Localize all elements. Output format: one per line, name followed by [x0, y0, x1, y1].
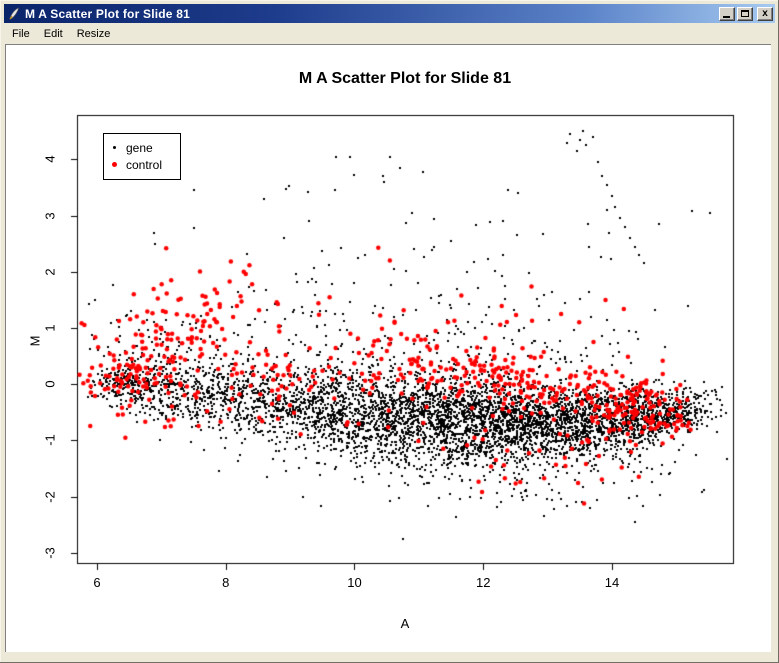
plot-title: M A Scatter Plot for Slide 81 [298, 70, 512, 87]
close-button[interactable]: x [757, 6, 773, 21]
y-tick-label: -3 [42, 547, 58, 559]
minimize-button[interactable] [719, 6, 735, 21]
minimize-icon [723, 15, 730, 18]
y-tick-label: -2 [42, 490, 58, 503]
quill-feather-icon [9, 6, 19, 19]
y-tick-label: 0 [42, 380, 58, 388]
y-tick-label: 1 [42, 324, 58, 332]
legend-label-gene: gene [126, 140, 153, 155]
x-tick-label: 10 [347, 575, 362, 590]
y-tick-label: -1 [42, 434, 58, 447]
y-tick-label: 2 [42, 268, 58, 276]
y-tick-label: 3 [42, 211, 58, 220]
x-tick-label: 14 [604, 575, 620, 590]
menu-edit[interactable]: Edit [43, 27, 63, 40]
maximize-icon [741, 10, 749, 17]
close-icon: x [762, 7, 768, 19]
y-axis-label: M [27, 335, 43, 347]
x-tick-label: 6 [93, 575, 101, 590]
legend-box: gene control [103, 133, 181, 180]
legend-marker-control [111, 162, 117, 167]
maximize-button[interactable] [737, 6, 753, 21]
menu-file[interactable]: File [12, 27, 30, 40]
x-tick-label: 12 [475, 575, 491, 590]
window-title: M A Scatter Plot for Slide 81 [25, 6, 190, 21]
x-tick-label: 8 [222, 575, 230, 590]
x-axis-label: A [400, 616, 410, 631]
graphics-device-area: M A Scatter Plot for Slide 81 A M gene c… [5, 44, 771, 652]
y-tick-label: 4 [42, 155, 58, 164]
legend-label-control: control [126, 157, 163, 172]
window-controls: x [719, 6, 773, 21]
legend-marker-gene [112, 146, 116, 149]
menu-resize[interactable]: Resize [76, 27, 111, 40]
legend-entry-control: control [104, 156, 180, 173]
title-bar[interactable]: M A Scatter Plot for Slide 81 x [4, 4, 775, 23]
menu-bar: File Edit Resize [5, 24, 774, 43]
legend-entry-gene: gene [104, 139, 180, 156]
